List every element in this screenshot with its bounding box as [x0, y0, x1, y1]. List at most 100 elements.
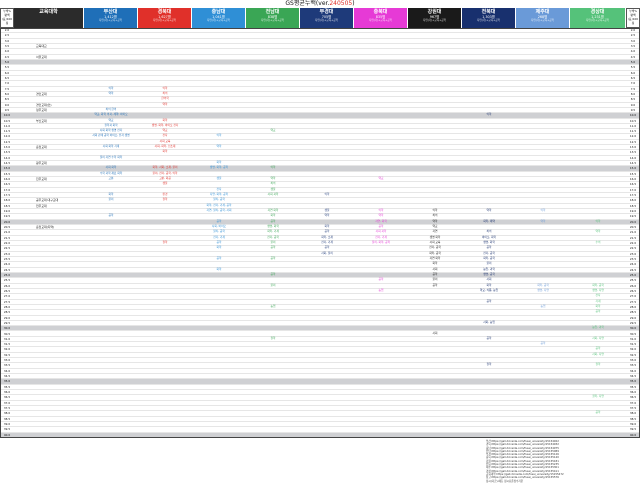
department-entry: 물리 — [108, 197, 114, 202]
department-entry: 화학 — [432, 261, 438, 266]
column-header: 부산대 1,412명 자연(가)+교육+공학 — [84, 8, 138, 28]
source-link[interactable]: 전남:https://gall.dcinside.com/fusai_unive… — [486, 449, 559, 453]
department-entry: 물리, 화학, 공학 — [371, 239, 391, 244]
scale-label-right: 7.5 — [630, 86, 636, 91]
department-entry: 전자, 공학 — [267, 234, 279, 239]
scale-label-right: 9.5 — [630, 107, 636, 112]
source-link[interactable]: 경북:https://gall.dcinside.com/fusai_unive… — [486, 443, 559, 447]
score-row: 39.0 39.0 — [0, 422, 640, 428]
column-count: 1,041명 — [212, 15, 225, 19]
column-count: 705명 — [321, 15, 332, 19]
scale-label-left: 21.0 — [3, 230, 11, 235]
scale-label-right: 38.0 — [629, 411, 637, 416]
scale-label-right: 39.5 — [629, 427, 637, 432]
source-link[interactable]: 충북:https://gall.dcinside.com/fusai_unive… — [486, 456, 559, 460]
score-row: 29.5 29.5 — [0, 321, 640, 327]
score-row: 23.5 23.5 — [0, 256, 640, 263]
scale-label-right: 23.5 — [629, 256, 637, 261]
department-entry: 사회 관계 공학 바이오, 전자 생명 — [92, 133, 130, 138]
source-link[interactable]: 강원:https://gall.dcinside.com/fusai_unive… — [486, 459, 559, 463]
score-row: 38.5 38.5 — [0, 417, 640, 422]
column-subtitle: 자연(가)+교육+공학 — [314, 19, 339, 22]
department-entry: 치의 — [162, 90, 168, 95]
scale-label-left: 26.5 — [3, 288, 11, 293]
department-entry: 공학 — [216, 239, 222, 244]
department-entry: 바이오, 화학 — [481, 234, 497, 239]
score-row: 33.5 33.5 — [0, 363, 640, 369]
source-link[interactable]: 제주:https://gall.dcinside.com/fusai_unive… — [486, 466, 559, 470]
source-link[interactable]: 부산:https://gall.dcinside.com/fusai_unive… — [486, 440, 559, 443]
education-college-label: 광주교대 — [36, 161, 47, 166]
department-entry: 물리 — [270, 282, 276, 287]
department-entry: 사회 과학 — [375, 229, 387, 234]
score-row: 14.5 14.5 — [0, 161, 640, 167]
score-row: 14.0 14.0 — [0, 156, 640, 162]
scale-label-left: 23.0 — [3, 251, 11, 256]
department-entry: 전자 — [216, 186, 222, 191]
scale-label-left: 32.0 — [3, 347, 11, 352]
score-row: 2.5 2.5 — [0, 33, 640, 39]
scale-label-left: 3.0 — [4, 38, 10, 43]
scale-label-left: 34.0 — [3, 368, 11, 373]
column-subtitle: 자연(가)+교육+공학 — [530, 19, 555, 22]
department-entry: 약학 — [324, 213, 330, 218]
score-row: 25.5 25.5 — [0, 278, 640, 284]
column-subtitle: 자연(가)+교육+공학 — [152, 19, 177, 22]
scale-label-right: 8.5 — [630, 97, 636, 102]
score-row: 6.5 6.5 — [0, 76, 640, 82]
department-entry: 의학 — [324, 192, 330, 197]
scale-label-right: 24.0 — [629, 262, 637, 267]
scale-label-left: 30.0 — [3, 326, 11, 331]
scale-label-left: 5.5 — [4, 65, 10, 70]
department-entry: 공학 — [324, 229, 330, 234]
score-row: 34.5 34.5 — [0, 374, 640, 380]
scale-label-right: 30.0 — [629, 326, 637, 331]
column-count: 835명 — [375, 15, 386, 19]
department-entry: 약교, 식품, 농업 — [479, 287, 499, 292]
score-row: 25.0 25.0 — [0, 272, 640, 279]
score-row: 15.5 15.5 — [0, 172, 640, 178]
score-row: 28.5 28.5 — [0, 310, 640, 316]
scale-label-left: 18.0 — [3, 198, 11, 203]
source-link[interactable]: 충남:https://gall.dcinside.com/fusai_unive… — [486, 446, 559, 450]
scale-header-top: 누백% — [629, 9, 637, 13]
scale-label-right: 16.0 — [629, 177, 637, 182]
scale-label-right: 5.5 — [630, 65, 636, 70]
department-entry: 생물 — [270, 186, 276, 191]
source-link[interactable]: 전북:https://gall.dcinside.com/fusai_unive… — [486, 463, 559, 467]
scale-label-left: 24.0 — [3, 262, 11, 267]
score-row: 30.0 30.0 — [0, 326, 640, 332]
source-link[interactable]: 정시(다군)-에듀 정시표준점수기준 — [486, 479, 524, 483]
department-entry: 물리, 공학 — [213, 229, 225, 234]
column-header: 전북대 1,303명 자연(가)+교육+공학 — [462, 8, 516, 28]
department-entry: 약학 — [486, 208, 492, 213]
scale-label-left: 22.0 — [3, 240, 11, 245]
department-entry: 철학 — [162, 197, 168, 202]
score-row: 11.0 11.0 — [0, 124, 640, 130]
scale-label-left: 36.5 — [3, 395, 11, 400]
column-header: 제주대 268명 자연(가)+교육+공학 — [516, 8, 570, 28]
scale-label-left: 3.5 — [4, 43, 10, 48]
scale-label-right: 34.5 — [629, 374, 637, 379]
department-entry: 생물 — [216, 176, 222, 181]
scale-label-right: 4.0 — [630, 49, 636, 54]
score-row: 4.0 4.0 — [0, 49, 640, 55]
department-entry: 사회 과학 — [267, 192, 279, 197]
scale-header-right: 누백% 평백 (표)100점 — [626, 8, 640, 28]
scale-label-right: 33.0 — [629, 358, 637, 363]
department-entry: 의학 — [162, 85, 168, 90]
department-entry: 화학 — [216, 266, 222, 271]
score-row: 7.0 7.0 — [0, 81, 640, 87]
score-row: 17.0 17.0 — [0, 187, 640, 194]
scale-label-left: 2.0 — [4, 28, 10, 32]
scale-label-right: 40.0 — [629, 432, 637, 437]
scale-label-left: 28.0 — [3, 304, 11, 309]
scale-label-right: 20.0 — [629, 219, 637, 224]
scale-label-right: 28.5 — [629, 310, 637, 315]
department-entry: 화학 — [324, 224, 330, 228]
department-entry: 화학, 공학 — [592, 282, 604, 287]
column-header: 충남대 1,041명 자연(가)+교육+공학 — [192, 8, 246, 28]
source-link[interactable]: 부경:https://gall.dcinside.com/fusai_unive… — [486, 453, 559, 457]
scale-label-right: 27.5 — [629, 299, 637, 304]
scale-label-left: 17.0 — [3, 187, 11, 192]
